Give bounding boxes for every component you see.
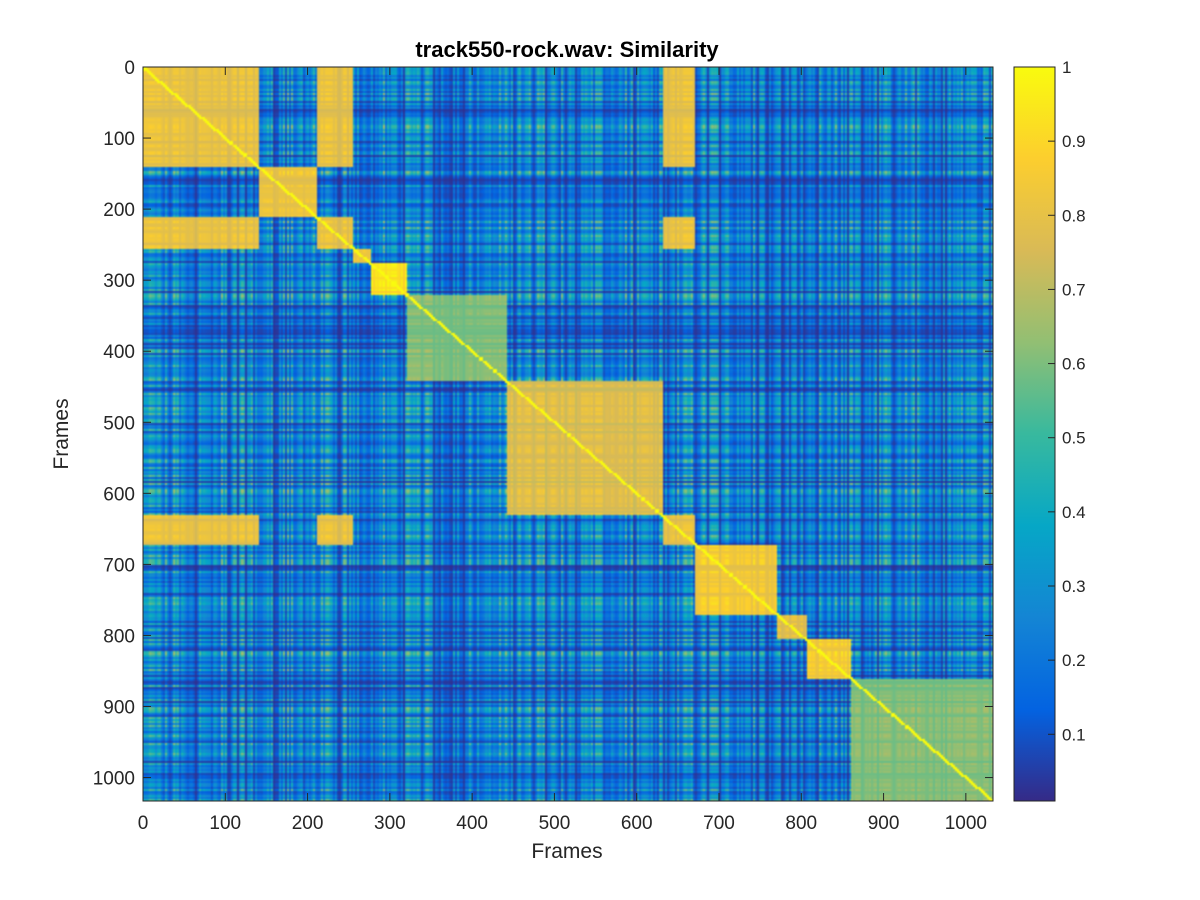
colorbar-ticks: 0.1 0.2 0.3 0.4 0.5 0.6 0.7 0.8 0.9 1: [1048, 58, 1086, 744]
y-tick-label: 0: [124, 58, 135, 79]
x-tick-label: 500: [539, 813, 571, 834]
x-tick-label: 900: [868, 813, 900, 834]
x-axis-ticks: 0 100 200 300 400 500 600 700 800 900 1000: [138, 67, 987, 834]
x-tick-label: 300: [374, 813, 406, 834]
x-tick-label: 200: [292, 813, 324, 834]
colorbar-tick-label: 0.1: [1062, 725, 1086, 744]
y-tick-label: 100: [103, 129, 135, 150]
colorbar-tick-label: 0.2: [1062, 651, 1086, 670]
y-tick-label: 700: [103, 555, 135, 576]
y-tick-label: 300: [103, 271, 135, 292]
similarity-matrix-heatmap: [143, 67, 993, 801]
plot-frame: [142, 66, 994, 802]
y-tick-label: 1000: [93, 769, 135, 790]
y-axis-ticks: 0 100 200 300 400 500 600 700 800 900 1000: [93, 58, 993, 790]
colorbar-tick-label: 0.4: [1062, 503, 1086, 522]
x-tick-label: 0: [138, 813, 149, 834]
x-tick-label: 1000: [945, 813, 987, 834]
y-axis-label: Frames: [50, 398, 73, 469]
colorbar: 0.1 0.2 0.3 0.4 0.5 0.6 0.7 0.8 0.9 1: [1013, 58, 1086, 802]
colorbar-tick-label: 1: [1062, 58, 1071, 77]
y-tick-label: 200: [103, 200, 135, 221]
colorbar-tick-label: 0.6: [1062, 355, 1086, 374]
y-tick-label: 800: [103, 626, 135, 647]
y-tick-label: 500: [103, 413, 135, 434]
x-tick-label: 400: [456, 813, 488, 834]
chart-title: track550-rock.wav: Similarity: [415, 37, 719, 62]
colorbar-tick-label: 0.8: [1062, 206, 1086, 225]
x-axis-label: Frames: [531, 840, 602, 863]
x-tick-label: 600: [621, 813, 653, 834]
x-tick-label: 700: [703, 813, 735, 834]
y-tick-label: 400: [103, 342, 135, 363]
x-tick-label: 800: [785, 813, 817, 834]
y-tick-label: 900: [103, 697, 135, 718]
colorbar-tick-label: 0.7: [1062, 280, 1086, 299]
colorbar-tick-label: 0.3: [1062, 577, 1086, 596]
colorbar-gradient: [1013, 66, 1056, 802]
heatmap-plot-area: 0 100 200 300 400 500 600 700 800 900 1000 0 100 200…: [93, 58, 994, 834]
x-tick-label: 100: [209, 813, 241, 834]
colorbar-tick-label: 0.9: [1062, 132, 1086, 151]
y-tick-label: 600: [103, 484, 135, 505]
colorbar-tick-label: 0.5: [1062, 429, 1086, 448]
